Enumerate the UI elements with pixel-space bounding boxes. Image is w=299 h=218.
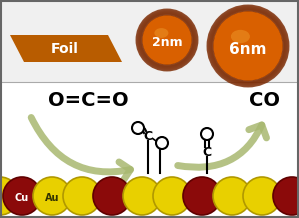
Circle shape <box>123 177 161 215</box>
Text: CO: CO <box>249 90 280 109</box>
Text: C: C <box>202 145 212 158</box>
Circle shape <box>33 177 71 215</box>
Ellipse shape <box>231 30 250 43</box>
Text: C: C <box>144 129 152 143</box>
Text: Cu: Cu <box>15 193 29 203</box>
Circle shape <box>243 177 281 215</box>
Circle shape <box>213 177 251 215</box>
Circle shape <box>201 128 213 140</box>
Circle shape <box>0 177 19 215</box>
Text: 2nm: 2nm <box>152 36 182 49</box>
Circle shape <box>3 177 41 215</box>
Ellipse shape <box>154 28 168 38</box>
FancyArrowPatch shape <box>178 125 266 167</box>
Circle shape <box>273 177 299 215</box>
Text: O=C=O: O=C=O <box>48 90 129 109</box>
Text: Foil: Foil <box>51 42 79 56</box>
Circle shape <box>156 137 168 149</box>
Circle shape <box>132 122 144 134</box>
Text: Au: Au <box>45 193 59 203</box>
Circle shape <box>153 177 191 215</box>
Polygon shape <box>10 35 122 62</box>
Circle shape <box>213 11 283 81</box>
Circle shape <box>63 177 101 215</box>
Circle shape <box>142 15 192 65</box>
Text: 6nm: 6nm <box>229 42 267 57</box>
FancyArrowPatch shape <box>31 118 130 181</box>
Bar <box>0 0 299 82</box>
Circle shape <box>183 177 221 215</box>
Circle shape <box>93 177 131 215</box>
Bar <box>0 82 299 218</box>
